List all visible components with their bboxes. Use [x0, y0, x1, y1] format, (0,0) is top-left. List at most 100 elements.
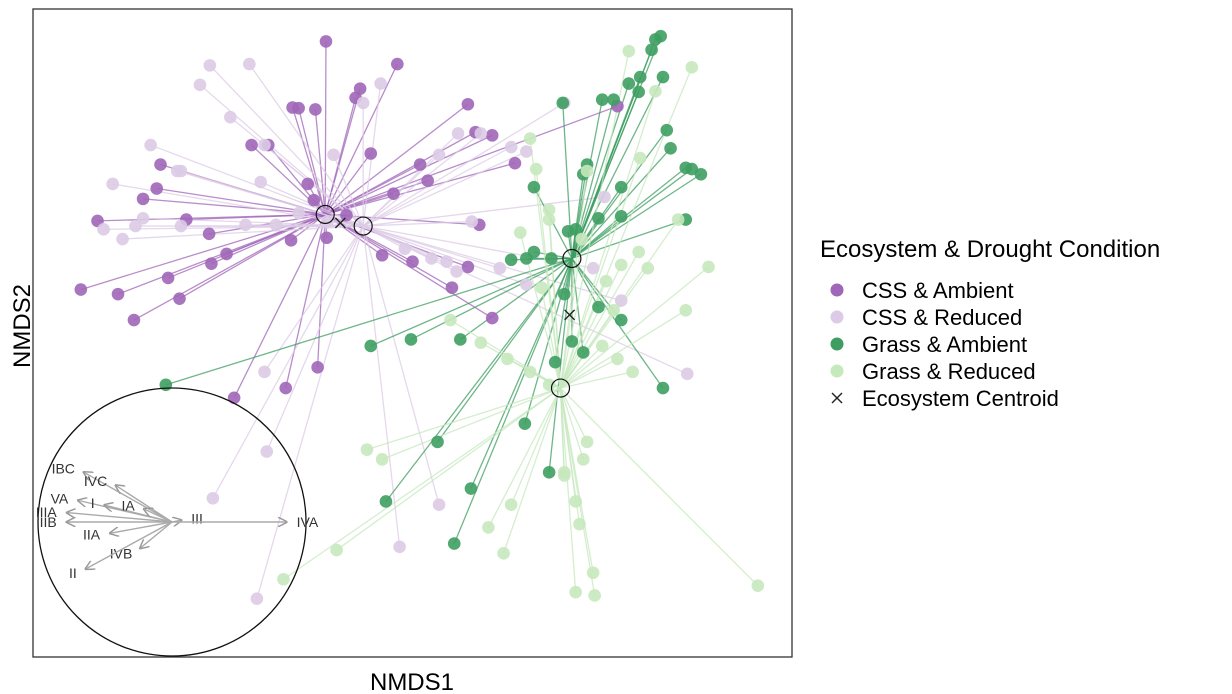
spider-line	[559, 387, 577, 502]
data-point	[622, 77, 636, 90]
spider-line	[559, 387, 594, 573]
spider-line	[263, 225, 364, 373]
data-point	[461, 260, 475, 274]
data-point	[203, 59, 217, 72]
data-point	[205, 257, 218, 270]
data-point	[440, 255, 453, 269]
data-point	[649, 33, 662, 46]
spider-line	[559, 267, 649, 389]
data-point	[633, 151, 647, 165]
data-point	[586, 566, 600, 580]
legend-item: Ecosystem Centroid	[831, 386, 1059, 411]
spider-line	[285, 214, 326, 389]
data-point	[174, 219, 188, 233]
data-point	[450, 265, 463, 278]
data-point	[277, 572, 290, 586]
data-point	[694, 167, 708, 181]
spider-line	[571, 173, 702, 260]
data-point	[245, 138, 258, 152]
data-point	[227, 391, 241, 405]
data-point	[576, 346, 590, 359]
data-point	[607, 304, 620, 317]
data-point	[106, 177, 119, 191]
data-point	[685, 61, 699, 74]
loading-label: IVA	[297, 514, 319, 530]
data-point	[445, 281, 459, 294]
data-point	[664, 142, 677, 155]
loading-label: IIIA	[36, 504, 58, 520]
data-point	[529, 162, 543, 176]
data-point	[569, 223, 582, 236]
data-point	[504, 253, 518, 267]
data-point	[569, 585, 582, 599]
spider-line	[208, 213, 326, 235]
data-point	[520, 145, 533, 158]
loading-label: IIA	[83, 527, 101, 543]
spider-line	[324, 97, 357, 215]
data-point	[454, 333, 467, 346]
spider-line	[502, 387, 562, 554]
data-point	[633, 70, 647, 84]
data-point	[375, 453, 389, 466]
spider-line	[199, 84, 364, 227]
spider-line	[559, 264, 622, 389]
spider-line	[453, 258, 573, 544]
data-point	[379, 495, 393, 508]
data-point	[485, 311, 499, 325]
data-point	[595, 93, 609, 107]
data-point	[565, 335, 579, 348]
legend-title: Ecosystem & Drought Condition	[820, 236, 1160, 263]
loading-vector	[140, 521, 173, 548]
data-point	[319, 35, 333, 48]
data-point	[127, 313, 141, 327]
data-point	[330, 543, 343, 557]
spider-line	[571, 76, 641, 259]
spider-line	[560, 345, 603, 389]
spider-line	[324, 41, 327, 215]
spider-line	[560, 266, 709, 389]
data-point	[258, 365, 271, 379]
data-point	[220, 247, 233, 261]
spider-line	[298, 107, 326, 215]
data-point	[474, 336, 488, 350]
spider-line	[133, 213, 326, 321]
data-point	[592, 300, 605, 314]
data-point	[150, 182, 164, 195]
spider-line	[571, 91, 640, 259]
loading-label: IVB	[110, 545, 133, 561]
data-point	[307, 193, 321, 207]
data-point	[569, 495, 582, 508]
data-point	[535, 281, 548, 294]
y-axis-title: NMDS2	[9, 284, 36, 368]
data-point	[607, 93, 620, 107]
loading-vector	[110, 521, 173, 533]
data-point	[260, 445, 274, 458]
spider-line	[559, 388, 577, 593]
data-point	[504, 140, 518, 154]
spider-line	[256, 225, 364, 599]
spider-line	[165, 257, 573, 386]
data-point	[250, 592, 264, 605]
data-point	[375, 248, 389, 262]
spider-line	[560, 387, 759, 587]
data-point	[97, 223, 110, 236]
data-point	[542, 466, 556, 479]
spider-line	[291, 107, 326, 215]
spider-line	[362, 146, 512, 227]
loading-label: III	[191, 511, 203, 527]
data-point	[206, 491, 220, 505]
spider-line	[559, 251, 640, 389]
data-point	[447, 537, 461, 550]
data-point	[301, 177, 315, 191]
spider-line	[362, 150, 527, 227]
data-point	[485, 129, 499, 142]
data-point	[497, 547, 510, 560]
loading-vector	[67, 513, 173, 523]
data-point	[269, 218, 283, 232]
group-center-circle	[550, 378, 571, 398]
data-point	[464, 482, 478, 495]
data-point	[320, 231, 334, 245]
data-point	[421, 174, 434, 188]
loading-label: I	[91, 495, 95, 511]
